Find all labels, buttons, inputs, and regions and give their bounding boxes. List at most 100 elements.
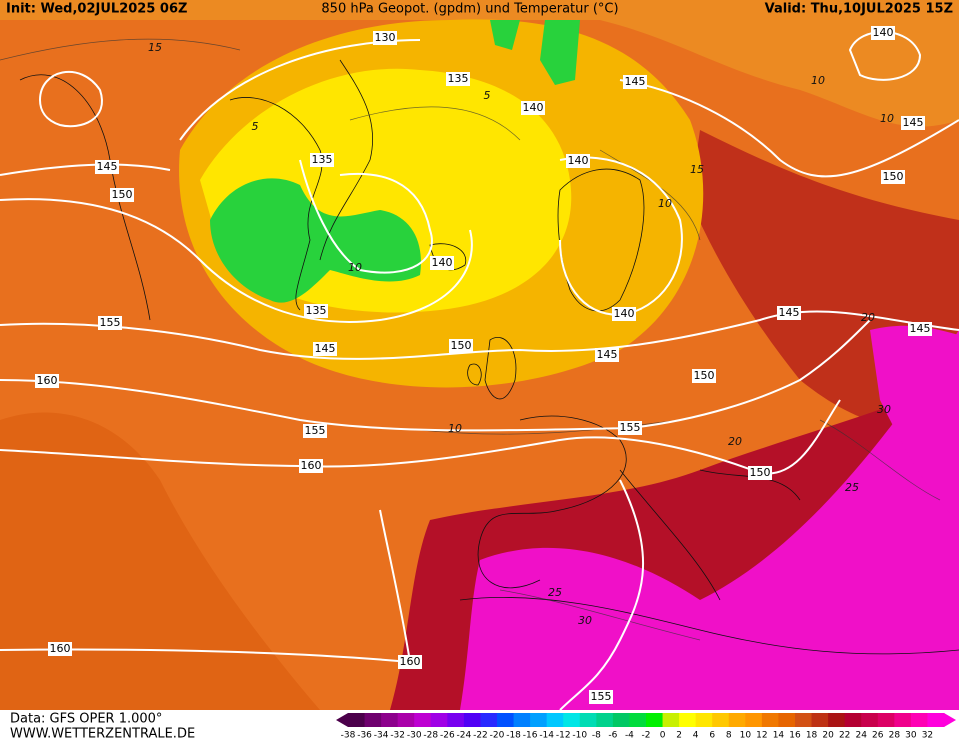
- scale-label: 28: [889, 731, 901, 741]
- label-box: [618, 421, 642, 435]
- coastline-british-isles: [467, 337, 517, 400]
- field-orange-atlantic: [0, 412, 320, 710]
- temperature-label: 5: [252, 120, 259, 133]
- scale-swatch: [447, 713, 465, 727]
- valid-time: Valid: Thu,10JUL2025 15Z: [765, 2, 953, 17]
- field-orange-north: [0, 0, 959, 127]
- field-magenta-south: [460, 330, 959, 710]
- scale-label: -6: [608, 731, 617, 741]
- scale-label: 10: [740, 731, 752, 741]
- scale-label: -10: [572, 731, 587, 741]
- label-box: [303, 424, 327, 438]
- label-box: [692, 369, 716, 383]
- scale-swatch: [828, 713, 846, 727]
- scale-swatch: [695, 713, 713, 727]
- geopotential-label: 135: [312, 153, 333, 166]
- scale-swatch: [530, 713, 548, 727]
- temperature-label: 10: [658, 197, 672, 210]
- temperature-label: 10: [811, 74, 825, 87]
- geopotential-label: 145: [315, 342, 336, 355]
- geopotential-label: 145: [97, 160, 118, 173]
- scale-label: 24: [855, 731, 867, 741]
- scale-swatch: [745, 713, 763, 727]
- scale-label: 14: [773, 731, 785, 741]
- scale-swatch: [927, 713, 945, 727]
- label-box: [98, 316, 122, 330]
- geopotential-isoline: [0, 479, 645, 711]
- scale-swatch: [910, 713, 928, 727]
- map-field: [0, 0, 959, 710]
- geopotential-label: 130: [375, 31, 396, 44]
- scale-label: 0: [660, 731, 666, 741]
- scale-label: 22: [839, 731, 850, 741]
- coastline-greenland: [229, 59, 374, 311]
- geopotential-label: 150: [112, 188, 133, 201]
- website: WWW.WETTERZENTRALE.DE: [10, 727, 195, 741]
- geopotential-isoline: [38, 71, 103, 128]
- label-box: [623, 75, 647, 89]
- data-source: Data: GFS OPER 1.000°: [10, 712, 162, 727]
- label-box: [612, 307, 636, 321]
- geopotential-label: 150: [694, 369, 715, 382]
- scale-label: -4: [625, 731, 634, 741]
- label-box: [449, 339, 473, 353]
- label-box: [48, 642, 72, 656]
- label-box: [748, 466, 772, 480]
- label-box: [589, 690, 613, 704]
- scale-swatch: [662, 713, 680, 727]
- scale-label: -34: [374, 731, 389, 741]
- color-scale: -38 -36 -34 -32 -30 -28 -26 -24 -22 -20 -18 -16 -14-…: [336, 713, 956, 741]
- geopotential-isoline: [619, 79, 959, 178]
- geopotential-isoline: [0, 310, 959, 360]
- geopotential-label: 155: [591, 690, 612, 703]
- temperature-label: 25: [548, 586, 562, 599]
- geopotential-label: 150: [883, 170, 904, 183]
- scale-swatch: [497, 713, 515, 727]
- label-box: [871, 26, 895, 40]
- temperature-label: 10: [448, 422, 462, 435]
- coastline-africa: [459, 596, 959, 655]
- scale-swatch: [596, 713, 614, 727]
- geopotential-label: 140: [614, 307, 635, 320]
- scale-swatch: [811, 713, 829, 727]
- geopotential-label: 150: [750, 466, 771, 479]
- geopotential-isoline: [0, 399, 841, 475]
- geopotential-label: 135: [306, 304, 327, 317]
- scale-label: -30: [407, 731, 422, 741]
- scale-swatch: [795, 713, 813, 727]
- scale-swatch: [364, 713, 382, 727]
- geopotential-label: 150: [451, 339, 472, 352]
- scale-swatch: [844, 713, 862, 727]
- scale-label: 4: [693, 731, 699, 741]
- scale-label: 20: [822, 731, 834, 741]
- temperature-isoline: [0, 38, 941, 641]
- label-box: [446, 72, 470, 86]
- scale-label: -32: [390, 731, 405, 741]
- map-labels: 130 135 140 145 140 145 150 145 150 135 140 140 135 1…: [35, 26, 932, 704]
- geopotential-label: 145: [779, 306, 800, 319]
- geopotential-label: 160: [50, 642, 71, 655]
- temperature-isolines: [0, 38, 941, 641]
- scale-swatch: [480, 713, 498, 727]
- scale-swatch: [546, 713, 564, 727]
- temperature-label: 30: [578, 614, 592, 627]
- scale-label: -20: [490, 731, 505, 741]
- temperature-label: 20: [861, 311, 875, 324]
- geopotential-label: 145: [625, 75, 646, 88]
- scale-label: -26: [440, 731, 455, 741]
- scale-label: 12: [756, 731, 767, 741]
- geopotential-label: 145: [910, 322, 931, 335]
- scale-label: 26: [872, 731, 884, 741]
- scale-label: 30: [905, 731, 917, 741]
- scale-swatch: [397, 713, 415, 727]
- geopotential-label: 160: [301, 459, 322, 472]
- scale-swatch: [861, 713, 879, 727]
- scale-swatch: [778, 713, 796, 727]
- scale-swatch: [414, 713, 432, 727]
- geopotential-label: 155: [620, 421, 641, 434]
- map-title: 850 hPa Geopot. (gpdm) und Temperatur (°…: [321, 2, 618, 17]
- scale-label: -28: [423, 731, 438, 741]
- temperature-label: 5: [484, 89, 491, 102]
- scale-label: 18: [806, 731, 818, 741]
- geopotential-isolines: [0, 30, 959, 711]
